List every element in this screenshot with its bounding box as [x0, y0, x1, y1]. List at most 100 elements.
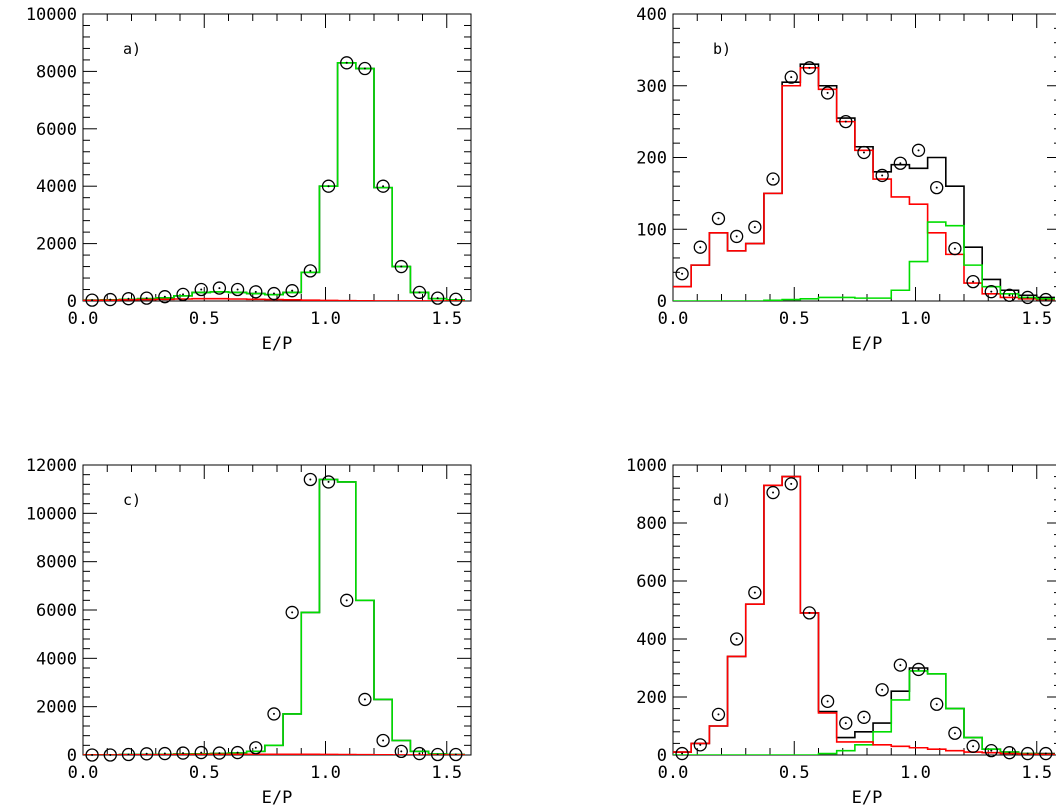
- data-point-center: [109, 754, 112, 756]
- data-point-center: [363, 67, 366, 70]
- panel-d: 0.0 0.5 1.0 1.5 0 200 400 600 800 1000 E/P d): [626, 456, 1056, 808]
- data-point: [1039, 292, 1053, 307]
- data-point: [1039, 746, 1053, 761]
- data-point: [85, 748, 99, 762]
- data-point-center: [717, 713, 720, 716]
- data-point: [730, 229, 744, 244]
- x-tick-label: 0.0: [68, 309, 99, 329]
- x-axis-label: E/P: [852, 788, 883, 808]
- data-point: [85, 293, 99, 307]
- data-point: [358, 692, 372, 707]
- data-point-center: [236, 288, 239, 291]
- data-point: [875, 168, 889, 183]
- data-point-center: [454, 298, 457, 301]
- histogram-series-0: [83, 61, 465, 301]
- y-tick-label: 200: [636, 149, 667, 169]
- data-point: [766, 485, 780, 500]
- data-point-center: [699, 743, 702, 746]
- data-point-center: [881, 688, 884, 691]
- data-point-center: [454, 753, 457, 756]
- y-tick-label: 10000: [26, 504, 77, 524]
- data-point: [212, 746, 227, 760]
- data-point-center: [1044, 752, 1047, 755]
- histogram-series-2: [673, 221, 1055, 301]
- data-point: [412, 285, 427, 300]
- data-point: [394, 259, 408, 274]
- data-point-center: [1008, 751, 1011, 754]
- x-tick-label: 0.5: [779, 309, 810, 329]
- data-point: [675, 746, 689, 761]
- data-point-center: [145, 297, 148, 300]
- data-point: [984, 744, 998, 758]
- data-point: [948, 241, 962, 256]
- data-point: [748, 585, 762, 600]
- data-point-center: [218, 752, 221, 755]
- data-point: [711, 707, 726, 722]
- histogram-series-2: [83, 753, 465, 755]
- data-point: [1021, 290, 1035, 305]
- histogram-series-2: [83, 297, 465, 301]
- data-point-center: [291, 611, 294, 614]
- data-point-center: [790, 482, 793, 485]
- panel-b: 0.0 0.5 1.0 1.5 0 100 200 300 400 E/P b): [636, 5, 1056, 354]
- data-point: [839, 716, 853, 730]
- histogram-series-2: [673, 475, 1055, 755]
- data-point-center: [182, 293, 185, 296]
- data-point-center: [327, 185, 330, 188]
- data-point: [158, 290, 172, 304]
- data-point-center: [309, 269, 312, 272]
- y-tick-label: 8000: [36, 553, 77, 573]
- y-tick-label: 200: [636, 688, 667, 708]
- data-point: [893, 156, 907, 170]
- data-point: [249, 741, 263, 755]
- data-point: [802, 61, 817, 75]
- data-point: [303, 264, 317, 278]
- data-point-center: [699, 246, 702, 249]
- panel-label: b): [713, 40, 731, 58]
- data-point: [857, 145, 871, 160]
- data-point: [140, 291, 154, 305]
- data-point-center: [236, 751, 239, 754]
- data-point-center: [772, 491, 775, 494]
- data-point-center: [91, 754, 94, 756]
- x-tick-label: 0.0: [658, 309, 689, 329]
- data-point: [875, 683, 889, 697]
- data-point: [103, 292, 117, 307]
- x-tick-label: 0.5: [189, 763, 220, 783]
- data-point-center: [862, 151, 865, 154]
- y-tick-label: 0: [657, 292, 667, 312]
- panel-label: a): [123, 40, 141, 58]
- data-point-center: [272, 712, 275, 715]
- data-point-center: [772, 178, 775, 181]
- data-point: [711, 211, 726, 226]
- data-point: [376, 179, 390, 193]
- data-point-center: [826, 700, 829, 703]
- data-point: [675, 267, 689, 281]
- panel-c: 0.0 0.5 1.0 1.5 0 2000 4000 6000 8000 10000 12000 E…: [26, 456, 472, 808]
- data-point: [449, 292, 463, 306]
- data-point-center: [400, 265, 403, 268]
- data-point: [267, 707, 281, 721]
- y-tick-label: 2000: [36, 235, 77, 255]
- y-tick-label: 400: [636, 630, 667, 650]
- data-point: [431, 291, 445, 305]
- data-point-center: [309, 478, 312, 481]
- histogram-series-0: [673, 475, 1055, 755]
- data-point: [449, 747, 463, 762]
- data-point: [693, 738, 707, 752]
- x-tick-label: 0.0: [658, 763, 689, 783]
- data-point-center: [1008, 294, 1011, 297]
- data-point: [693, 240, 707, 254]
- data-point-center: [272, 292, 275, 295]
- panel-a: 0.0 0.5 1.0 1.5 0 2000 4000 6000 8000 10000 E/P a): [26, 5, 472, 354]
- data-point-center: [291, 289, 294, 292]
- data-point-center: [1026, 296, 1029, 299]
- data-point-center: [200, 288, 203, 291]
- y-tick-label: 4000: [36, 649, 77, 669]
- data-point: [412, 746, 427, 761]
- data-point: [431, 747, 445, 762]
- x-tick-label: 1.0: [900, 309, 931, 329]
- data-point-center: [363, 698, 366, 701]
- data-point: [303, 472, 317, 487]
